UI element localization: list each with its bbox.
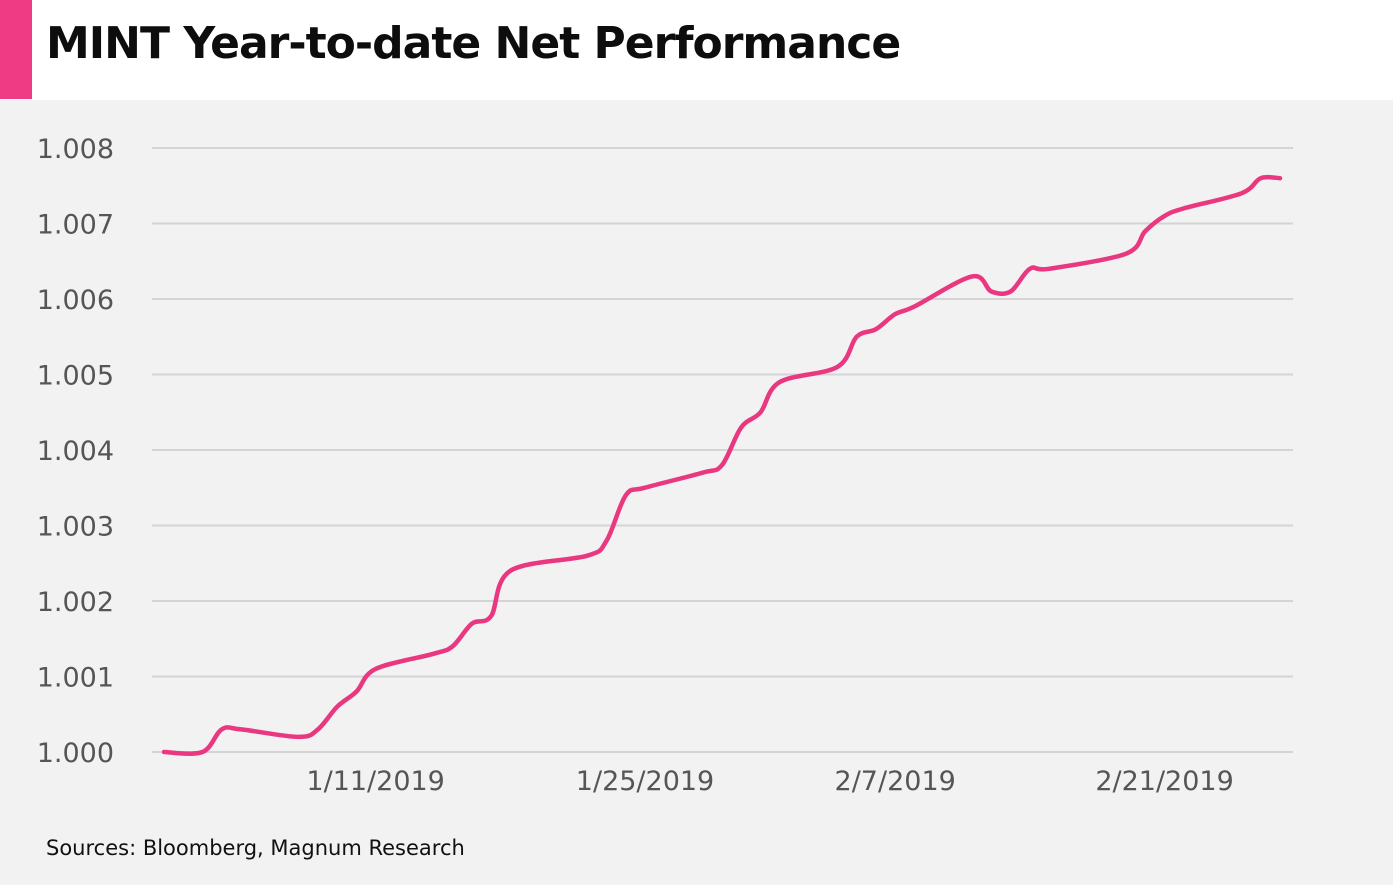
x-tick-label: 1/25/2019 bbox=[576, 766, 714, 797]
gridlines bbox=[152, 147, 1293, 753]
y-tick-label: 1.008 bbox=[37, 134, 114, 165]
y-tick-label: 1.005 bbox=[37, 361, 114, 392]
y-tick-label: 1.001 bbox=[37, 663, 114, 694]
series-layer bbox=[161, 174, 1283, 756]
chart-header: MINT Year-to-date Net Performance bbox=[0, 0, 1393, 100]
y-tick-label: 1.004 bbox=[37, 436, 114, 467]
y-tick-label: 1.000 bbox=[37, 738, 114, 769]
x-tick-label: 1/11/2019 bbox=[306, 766, 444, 797]
source-note: Sources: Bloomberg, Magnum Research bbox=[46, 836, 465, 860]
accent-bar bbox=[0, 0, 32, 99]
y-tick-label: 1.007 bbox=[37, 210, 114, 241]
y-tick-label: 1.003 bbox=[37, 512, 114, 543]
x-tick-label: 2/21/2019 bbox=[1095, 766, 1233, 797]
y-tick-label: 1.006 bbox=[37, 285, 114, 316]
series-line bbox=[161, 174, 1283, 756]
x-axis-labels: 1/11/2019 1/25/2019 2/7/2019 2/21/2019 bbox=[306, 766, 1233, 797]
plot-background bbox=[0, 100, 1393, 885]
x-tick-label: 2/7/2019 bbox=[835, 766, 956, 797]
y-tick-label: 1.002 bbox=[37, 587, 114, 618]
chart-title: MINT Year-to-date Net Performance bbox=[46, 18, 901, 69]
y-axis-labels: 1.000 1.001 1.002 1.003 1.004 1.005 1.006 1.007… bbox=[37, 134, 114, 769]
